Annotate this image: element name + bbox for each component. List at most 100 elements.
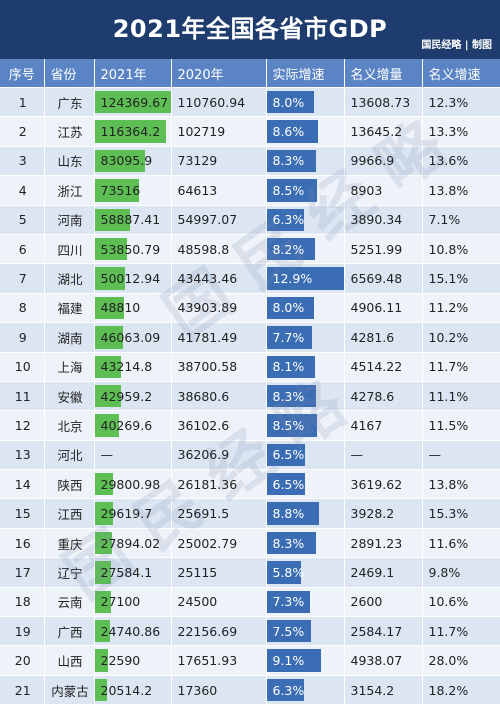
- growth-bar: [266, 326, 313, 349]
- nominal-increase-cell-text: 4938.07: [350, 653, 403, 669]
- rank-cell: 17: [0, 557, 45, 588]
- gdp-2020-cell-text: 36102.6: [177, 417, 230, 433]
- gdp-2021-cell: —: [94, 440, 172, 471]
- rank-cell: 12: [0, 410, 45, 441]
- nominal-increase-cell-text: 4281.6: [350, 329, 395, 345]
- table-row: 8 福建 48810 43903.89 8.0% 4906.11 11.2%: [0, 293, 500, 324]
- table-row: 9 湖南 46063.09 41781.49 7.7% 4281.6 10.2%: [0, 322, 500, 353]
- real-growth-cell-text: 8.0%: [272, 94, 305, 110]
- gdp-2020-cell-text: 25002.79: [177, 535, 238, 551]
- rank-cell: 5: [0, 205, 45, 235]
- growth-bar: [266, 473, 306, 496]
- growth-bar: [266, 620, 312, 643]
- gdp-bar: [94, 179, 140, 202]
- gdp-bar: [94, 326, 123, 349]
- gdp-2020-cell-text: 24500: [177, 594, 218, 610]
- gdp-2020-cell-text: 43903.89: [177, 300, 238, 316]
- rank-cell: 16: [0, 528, 45, 559]
- gdp-2021-cell-text: 29800.98: [100, 476, 161, 492]
- gdp-2020-cell: 36206.9: [171, 440, 267, 471]
- page-title: 2021年全国各省市GDP: [112, 15, 388, 43]
- nominal-growth-cell-text: 11.5%: [428, 417, 469, 433]
- nominal-increase-cell: 4278.6: [344, 381, 423, 412]
- table-row: 20 山西 22590 17651.93 9.1% 4938.07 28.0%: [0, 645, 500, 676]
- nominal-growth-cell: 7.1%: [422, 205, 500, 235]
- province-cell-text: 北京: [57, 418, 83, 434]
- table-row: 21 内蒙古 20514.2 17360 6.3% 3154.2 18.2%: [0, 675, 500, 705]
- gdp-2021-cell: 42959.2: [94, 381, 172, 412]
- rank-cell: 1: [0, 87, 45, 118]
- table-row: 11 安徽 42959.2 38680.6 8.3% 4278.6 11.1%: [0, 381, 500, 412]
- table-row: 16 重庆 27894.02 25002.79 8.3% 2891.23 11.6%: [0, 528, 500, 559]
- nominal-growth-cell: 18.2%: [422, 675, 500, 705]
- nominal-increase-cell: 3154.2: [344, 675, 423, 705]
- gdp-2021-cell: 48810: [94, 293, 172, 324]
- gdp-2021-cell-text: 116364.2: [100, 124, 161, 140]
- gdp-2021-cell: 43214.8: [94, 352, 172, 382]
- gdp-2021-cell: 27584.1: [94, 557, 172, 588]
- real-growth-cell: 8.2%: [266, 234, 345, 265]
- rank-cell: 7: [0, 263, 45, 294]
- nominal-increase-cell-text: —: [350, 447, 364, 463]
- gdp-2021-cell-text: 29619.7: [100, 506, 153, 522]
- nominal-growth-cell-text: 11.6%: [428, 535, 469, 551]
- rank-cell-text: 2: [18, 124, 27, 140]
- rank-cell: 13: [0, 440, 45, 471]
- growth-bar: [266, 355, 315, 378]
- gdp-table: 序号 省份 2021年 2020年 实际增速 名义增量 名义增速 1 广东 1243…: [0, 59, 500, 705]
- rank-cell-text: 20: [14, 653, 31, 669]
- gdp-2021-cell-text: 20514.2: [100, 682, 153, 698]
- gdp-2021-cell: 53850.79: [94, 234, 172, 265]
- nominal-increase-cell-text: 3928.2: [350, 506, 395, 522]
- province-cell-text: 内蒙古: [51, 683, 89, 699]
- rank-cell-text: 17: [14, 564, 31, 580]
- gdp-2020-cell: 26181.36: [171, 469, 267, 500]
- province-cell-text: 福建: [57, 301, 83, 317]
- nominal-increase-cell: 4906.11: [344, 293, 423, 324]
- gdp-2020-cell-text: 38680.6: [177, 388, 230, 404]
- gdp-bar: [94, 384, 121, 408]
- province-cell: 北京: [44, 410, 95, 441]
- growth-bar: [266, 502, 320, 525]
- nominal-increase-cell: 13645.2: [344, 116, 423, 147]
- gdp-2021-cell-text: 43214.8: [100, 359, 153, 375]
- nominal-increase-cell-text: 4514.22: [350, 359, 403, 375]
- table-row: 13 河北 — 36206.9 6.5% — —: [0, 440, 500, 471]
- rank-cell-text: 21: [14, 682, 31, 698]
- gdp-2021-cell-text: 22590: [100, 653, 141, 669]
- nominal-increase-cell: 2891.23: [344, 528, 423, 559]
- growth-bar: [266, 179, 318, 202]
- gdp-2020-cell-text: 54997.07: [177, 212, 238, 228]
- gdp-2020-cell: 102719: [171, 116, 267, 147]
- rank-cell: 10: [0, 352, 45, 382]
- rank-cell-text: 1: [18, 94, 27, 110]
- nominal-growth-cell-text: 7.1%: [428, 212, 461, 228]
- province-cell-text: 浙江: [57, 183, 83, 199]
- gdp-bar: [94, 208, 131, 231]
- gdp-2020-cell: 43443.46: [171, 263, 267, 294]
- real-growth-cell-text: 8.1%: [272, 359, 305, 375]
- rank-cell: 19: [0, 616, 45, 647]
- real-growth-cell: 8.0%: [266, 293, 345, 324]
- gdp-2020-cell-text: 73129: [177, 153, 218, 169]
- gdp-2021-cell-text: 124369.67: [100, 94, 169, 110]
- nominal-increase-cell-text: 2600: [350, 594, 383, 610]
- real-growth-cell: 9.1%: [266, 645, 345, 676]
- table-body: 1 广东 124369.67 110760.94 8.0% 13608.73 12.3% 2 江…: [0, 87, 500, 705]
- growth-bar: [266, 590, 311, 614]
- gdp-2020-cell: 64613: [171, 175, 267, 206]
- gdp-2020-cell-text: 38700.58: [177, 359, 238, 375]
- gdp-2020-cell-text: 25691.5: [177, 506, 230, 522]
- rank-cell: 20: [0, 645, 45, 676]
- gdp-2020-cell: 17651.93: [171, 645, 267, 676]
- real-growth-cell-text: 7.3%: [272, 594, 305, 610]
- rank-cell-text: 7: [18, 271, 27, 287]
- table-row: 3 山东 83095.9 73129 8.3% 9966.9 13.6%: [0, 146, 500, 177]
- province-cell-text: 广西: [57, 624, 83, 640]
- real-growth-cell-text: 9.1%: [272, 653, 305, 669]
- gdp-2020-cell-text: 41781.49: [177, 329, 238, 345]
- rank-cell-text: 11: [14, 388, 31, 404]
- nominal-increase-cell: 4281.6: [344, 322, 423, 353]
- gdp-bar: [94, 561, 112, 584]
- nominal-increase-cell-text: 3890.34: [350, 212, 403, 228]
